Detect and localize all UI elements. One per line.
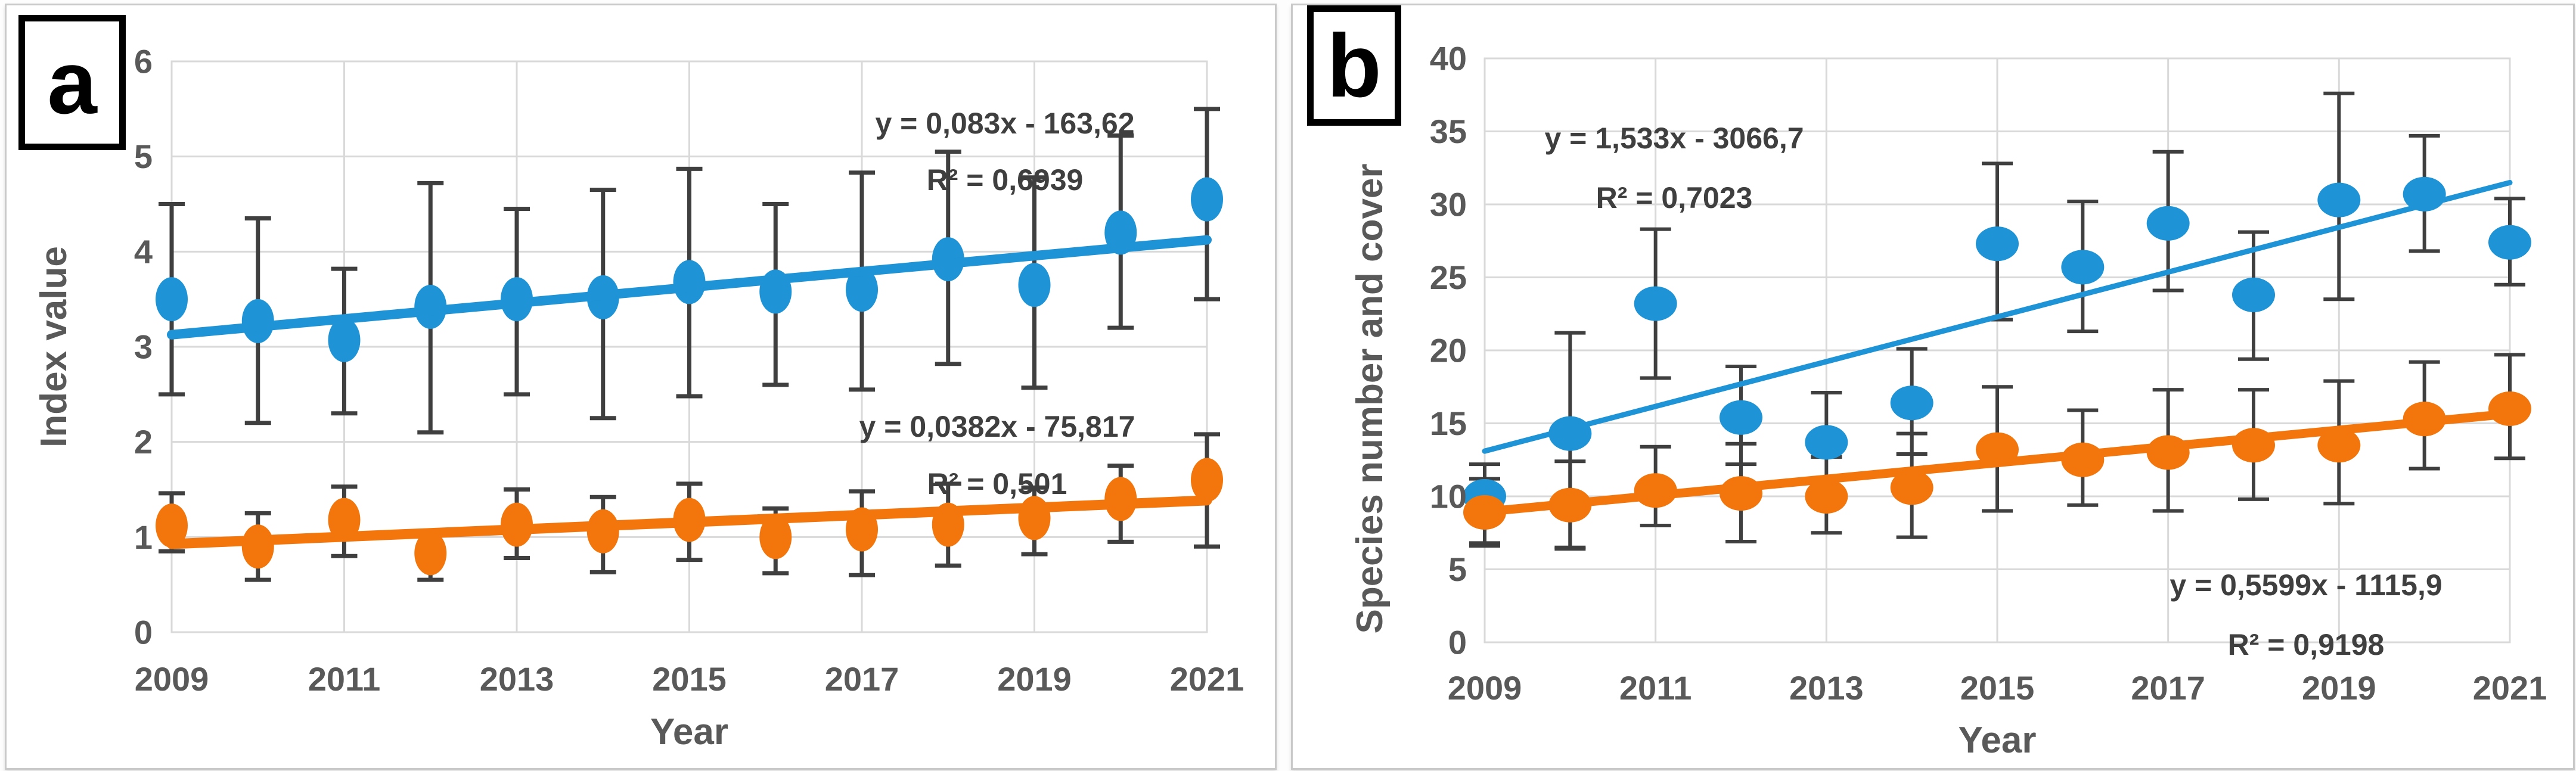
chart-b-species-number-cover: 0 5 10 15 20 25 30 35 40 2009 2011 2013 2015 2017 2019… [1349, 40, 2547, 761]
data-point-blue [2317, 182, 2361, 217]
data-point-blue [673, 260, 706, 304]
panel-a: 0 1 2 3 4 5 6 2009 2011 2013 2015 2017 2019 2021 Year I… [5, 4, 1277, 770]
y-tick-label: 6 [134, 43, 153, 80]
y-tick-label: 25 [1430, 259, 1467, 296]
data-point-blue [1018, 263, 1051, 307]
x-tick-label: 2011 [1619, 669, 1692, 707]
y-tick-label: 20 [1430, 332, 1467, 369]
data-point-orange [1890, 470, 1933, 505]
y-tick-label: 1 [134, 518, 153, 556]
y-tick-label: 5 [1448, 551, 1467, 588]
y-tick-label: 30 [1430, 186, 1467, 223]
x-tick-label: 2017 [2131, 669, 2205, 707]
y-tick-label: 5 [134, 138, 153, 175]
data-point-orange [414, 531, 447, 576]
data-point-orange [241, 524, 274, 569]
x-tick-label: 2009 [1448, 669, 1522, 707]
data-point-orange [328, 498, 361, 542]
trend-equation-blue: y = 0,083x - 163,62 [875, 107, 1134, 140]
data-point-orange [1805, 479, 1848, 514]
panel-b-label-box: b [1307, 5, 1401, 126]
x-tick-label: 2019 [997, 660, 1072, 698]
data-point-orange [2488, 391, 2531, 426]
data-point-orange [586, 509, 619, 554]
y-axis-title: Index value [33, 246, 75, 447]
x-tick-label: 2017 [825, 660, 899, 698]
data-point-orange [1720, 476, 1762, 511]
y-axis-title: Species number and cover [1349, 163, 1391, 633]
x-tick-label: 2011 [308, 660, 381, 698]
data-point-orange [759, 515, 792, 559]
y-tick-label: 15 [1430, 405, 1467, 442]
trend-equation-orange: y = 0,0382x - 75,817 [859, 410, 1135, 443]
data-point-blue [1191, 177, 1223, 222]
x-axis-title: Year [1958, 720, 2036, 761]
data-point-blue [1805, 425, 1848, 460]
panel-b: 0 5 10 15 20 25 30 35 40 2009 2011 2013 2015 2017 2019… [1291, 4, 2575, 770]
x-tick-label: 2019 [2302, 669, 2376, 707]
data-point-blue [1720, 400, 1762, 435]
y-tick-label: 2 [134, 423, 153, 461]
chart-a-index-value: 0 1 2 3 4 5 6 2009 2011 2013 2015 2017 2019 2021 Year I… [33, 43, 1244, 753]
data-point-blue [846, 268, 878, 312]
trend-equation-orange: y = 0,5599x - 1115,9 [2170, 568, 2442, 602]
x-tick-label: 2013 [1789, 669, 1864, 707]
y-tick-label: 35 [1430, 113, 1467, 150]
trend-r-squared-orange: R² = 0,9198 [2228, 628, 2385, 661]
trend-equation-blue: y = 1,533x - 3066,7 [1544, 122, 1804, 155]
data-point-orange [1191, 458, 1223, 502]
y-tick-label: 4 [134, 233, 153, 271]
plot-border [1483, 57, 2511, 643]
x-tick-label: 2013 [480, 660, 554, 698]
y-tick-label: 3 [134, 328, 153, 366]
x-tick-label: 2015 [1960, 669, 2035, 707]
trend-line-orange [166, 495, 1212, 549]
y-tick-label: 40 [1430, 40, 1467, 77]
y-tick-label: 10 [1430, 478, 1467, 515]
trend-line-blue [167, 235, 1212, 340]
y-tick-label: 0 [1448, 624, 1467, 661]
data-point-blue [156, 277, 188, 322]
trend-line-blue [1482, 179, 2513, 454]
x-tick-label: 2021 [2473, 669, 2547, 707]
trend-r-squared-blue: R² = 0,7023 [1596, 181, 1753, 214]
x-tick-label: 2009 [135, 660, 209, 698]
panel-a-label: a [47, 32, 97, 132]
panel-b-label: b [1327, 15, 1382, 116]
x-tick-label: 2015 [652, 660, 727, 698]
data-point-blue [1976, 226, 2019, 262]
data-point-blue [2061, 250, 2105, 285]
panel-a-label-box: a [18, 15, 126, 150]
data-point-blue [2146, 206, 2190, 241]
data-point-orange [2146, 435, 2190, 470]
data-point-blue [1890, 386, 1933, 421]
x-tick-label: 2021 [1170, 660, 1244, 698]
x-axis-title: Year [650, 711, 728, 753]
data-point-blue [2232, 277, 2275, 312]
data-point-orange [156, 503, 188, 548]
data-point-blue [328, 318, 361, 362]
data-point-orange [2317, 428, 2361, 463]
trend-line-orange [1480, 409, 2515, 517]
trend-r-squared-orange: R² = 0,501 [927, 467, 1067, 500]
y-tick-label: 0 [134, 614, 153, 651]
data-point-blue [1634, 286, 1677, 321]
data-point-blue [2488, 225, 2531, 260]
trend-r-squared-blue: R² = 0,6939 [927, 163, 1084, 197]
